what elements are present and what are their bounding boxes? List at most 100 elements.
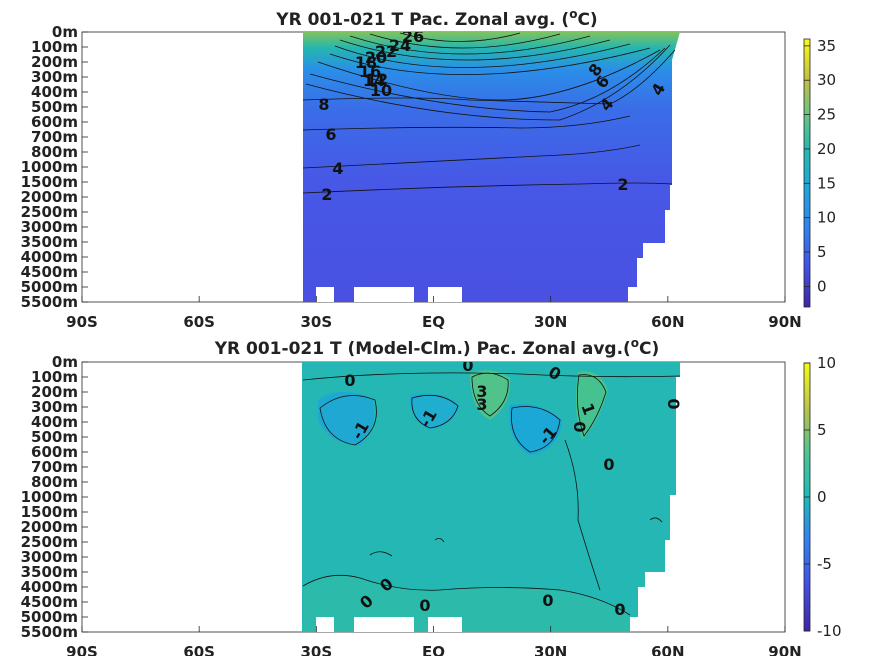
x-tick-label: 90S <box>66 643 98 656</box>
panel-1-colorbar <box>803 38 811 308</box>
panel-1-warm-pool <box>310 32 610 74</box>
x-tick-label: 90N <box>768 313 801 331</box>
contour-label: 18 <box>355 53 377 72</box>
colorbar-tick-label: 25 <box>817 106 836 124</box>
contour-label: 3 <box>476 382 487 401</box>
contour-label: 4 <box>332 159 343 178</box>
colorbar-tick-label: 10 <box>817 209 836 227</box>
contour-label: 8 <box>318 95 329 114</box>
anomaly-cold <box>318 391 375 445</box>
colorbar-tick-label: 0 <box>817 488 827 506</box>
y-tick-label: 100m <box>31 38 78 56</box>
x-tick-label: 30S <box>300 643 332 656</box>
panel-2-contours <box>302 372 681 616</box>
anomaly-warm <box>470 370 511 420</box>
y-tick-label: 0m <box>52 353 78 371</box>
contour-label: 0 <box>614 600 625 619</box>
y-tick-label: 4000m <box>21 578 78 596</box>
x-tick-label: 60S <box>183 643 215 656</box>
y-tick-label: 4500m <box>21 263 78 281</box>
x-tick-label: 30S <box>300 313 332 331</box>
colorbar-tick-label: 15 <box>817 174 836 192</box>
panel-1-colorbar-ticks: 35 30 25 20 15 10 5 0 <box>804 37 836 295</box>
contour-label: 12 <box>366 70 388 89</box>
contour-label: 16 <box>359 62 381 81</box>
y-tick-label: 800m <box>31 473 78 491</box>
colorbar-tick-label: 5 <box>817 243 827 261</box>
contour-label: 14 <box>363 71 385 90</box>
y-tick-label: 200m <box>31 53 78 71</box>
y-tick-label: 4000m <box>21 248 78 266</box>
colorbar-tick-label: 5 <box>817 421 827 439</box>
y-tick-label: 5000m <box>21 278 78 296</box>
x-tick-label: 60N <box>651 313 684 331</box>
contour-label: 0 <box>603 455 614 474</box>
contour-label: 0 <box>344 371 355 390</box>
x-tick-label: 30N <box>534 313 567 331</box>
y-tick-label: 2500m <box>21 203 78 221</box>
y-tick-label: 2000m <box>21 188 78 206</box>
panel-1-y-axis: 0m100m200m300m400m500m600m700m800m1000m1… <box>21 23 88 311</box>
y-tick-label: 700m <box>31 128 78 146</box>
contour-label: 0 <box>462 356 473 375</box>
x-tick-label: EQ <box>422 313 445 331</box>
x-tick-label: 90N <box>768 643 801 656</box>
colorbar-tick-label: -5 <box>817 555 832 573</box>
y-tick-label: 4500m <box>21 593 78 611</box>
y-tick-label: 500m <box>31 98 78 116</box>
y-tick-label: 1000m <box>21 488 78 506</box>
contour-label: 2 <box>321 185 332 204</box>
colorbar-tick-label: 35 <box>817 37 836 55</box>
contour-label: 0 <box>664 398 683 409</box>
y-tick-label: 2500m <box>21 533 78 551</box>
x-tick-label: 60N <box>651 643 684 656</box>
y-tick-label: 200m <box>31 383 78 401</box>
panel-2-x-axis: 90S 60S 30S EQ 30N 60N 90N <box>66 626 802 656</box>
contour-label: 6 <box>325 125 336 144</box>
y-tick-label: 600m <box>31 443 78 461</box>
x-tick-label: 60S <box>183 313 215 331</box>
contour-label: 20 <box>365 48 387 67</box>
y-tick-label: 300m <box>31 68 78 86</box>
contour-label: 0 <box>419 596 430 615</box>
y-tick-label: 400m <box>31 413 78 431</box>
contour-label: 22 <box>375 42 397 61</box>
contour-label: 3 <box>476 395 487 414</box>
panel-1-title: YR 001-021 T Pac. Zonal avg. (oC) <box>275 7 597 30</box>
y-tick-label: 1500m <box>21 503 78 521</box>
y-tick-label: 3500m <box>21 563 78 581</box>
colorbar-tick-label: -10 <box>817 622 842 640</box>
panel-2: YR 001-021 T (Model-Clm.) Pac. Zonal avg… <box>21 336 842 656</box>
contour-label: 2 <box>617 175 628 194</box>
y-tick-label: 400m <box>31 83 78 101</box>
panel-1: YR 001-021 T Pac. Zonal avg. (oC) <box>21 7 836 331</box>
contour-label: 24 <box>389 36 411 55</box>
y-tick-label: 300m <box>31 398 78 416</box>
panel-2-field: 0 0 0 3 3 -1 -1 -1 1 0 0 0 0 0 0 0 0 <box>302 356 683 632</box>
y-tick-label: 700m <box>31 458 78 476</box>
contour-label: 0 <box>570 421 589 432</box>
y-tick-label: 3000m <box>21 548 78 566</box>
colorbar-tick-label: 20 <box>817 140 836 158</box>
colorbar-tick-label: 0 <box>817 277 827 295</box>
anomaly-cold <box>409 392 460 430</box>
panel-1-contours <box>302 32 676 194</box>
contour-label: 0 <box>542 591 553 610</box>
panel-1-x-axis: 90S 60S 30S EQ 30N 60N 90N <box>66 296 802 331</box>
panel-1-ocean <box>303 32 680 302</box>
y-tick-label: 600m <box>31 113 78 131</box>
panel-2-colorbar-ticks: 10 5 0 -5 -10 <box>804 354 842 640</box>
contour-label: 26 <box>402 27 424 46</box>
colorbar-tick-label: 10 <box>817 354 836 372</box>
x-tick-label: 90S <box>66 313 98 331</box>
panel-1-field: 26 24 22 20 18 16 14 12 10 8 6 4 2 8 6 4… <box>302 27 680 302</box>
y-tick-label: 5500m <box>21 623 78 641</box>
anomaly-cold <box>509 404 562 455</box>
panel-2-title: YR 001-021 T (Model-Clm.) Pac. Zonal avg… <box>214 336 660 359</box>
y-tick-label: 0m <box>52 23 78 41</box>
y-tick-label: 1000m <box>21 158 78 176</box>
contour-label: 10 <box>370 81 392 100</box>
y-tick-label: 100m <box>31 368 78 386</box>
y-tick-label: 500m <box>31 428 78 446</box>
